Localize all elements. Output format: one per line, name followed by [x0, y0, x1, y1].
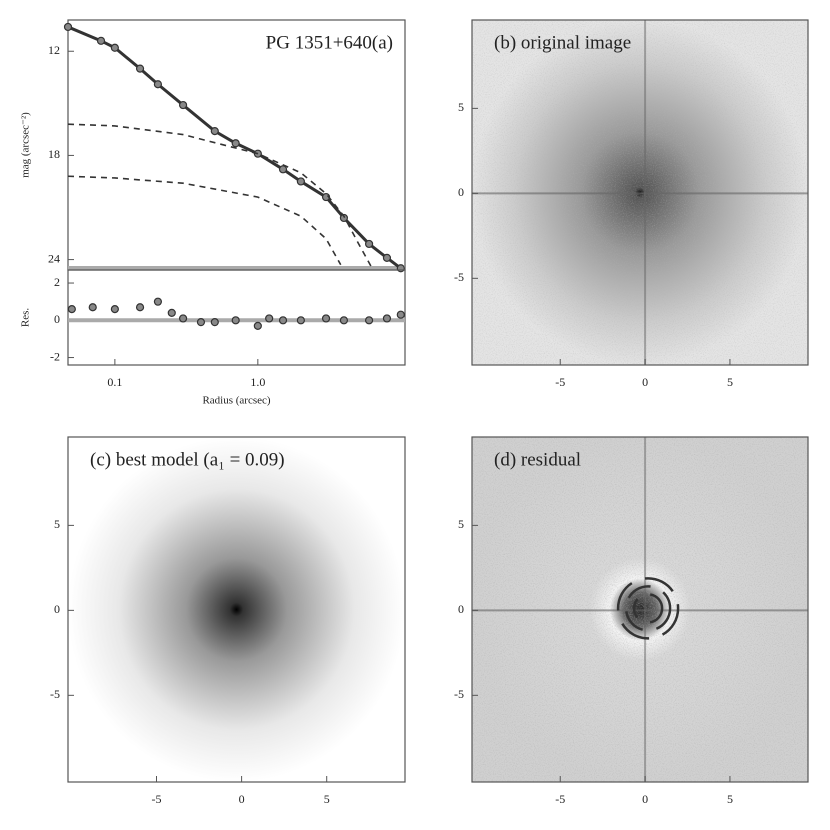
- panel-frame: [67, 436, 406, 783]
- data-point: [178, 314, 188, 323]
- data-point: [96, 36, 106, 45]
- data-point: [153, 80, 163, 89]
- data-point: [135, 303, 145, 312]
- y-axis-label: mag (arcsec⁻²): [20, 112, 32, 178]
- y-tick-label: 5: [54, 517, 60, 531]
- x-tick-label: 5: [727, 792, 733, 806]
- data-point: [396, 264, 405, 273]
- y-tick-label: -2: [50, 349, 60, 363]
- data-point: [63, 22, 73, 32]
- data-point: [67, 305, 76, 314]
- data-point: [265, 314, 274, 323]
- data-point: [178, 100, 188, 110]
- residual-arc: [632, 593, 664, 624]
- data-point: [153, 297, 163, 306]
- x-tick-label: 0: [642, 792, 648, 806]
- y-tick-label: 0: [54, 602, 60, 616]
- data-point: [231, 139, 240, 148]
- x-axis-label: Radius (arcsec): [202, 395, 270, 407]
- data-point: [210, 127, 219, 136]
- data-point: [210, 318, 219, 327]
- y-tick-label: 5: [458, 100, 464, 114]
- data-point: [382, 253, 392, 262]
- data-point: [278, 165, 288, 174]
- y-axis-label: Res.: [20, 308, 32, 328]
- x-tick-label: 5: [727, 375, 733, 389]
- data-point: [364, 239, 374, 249]
- profile-line: [67, 25, 402, 270]
- residual-arc: [624, 585, 672, 632]
- y-tick-label: 0: [458, 185, 464, 199]
- data-point: [339, 213, 349, 223]
- data-point: [135, 64, 145, 73]
- data-point: [88, 303, 97, 312]
- data-point: [339, 316, 349, 325]
- y-tick-label: -5: [454, 687, 464, 701]
- component-line: [67, 175, 342, 266]
- x-tick-label: 5: [324, 792, 330, 806]
- data-point: [382, 314, 392, 323]
- data-point: [321, 314, 331, 323]
- data-point: [231, 316, 240, 325]
- panel-title: (c) best model (a₁ = 0.09): [90, 449, 285, 470]
- panel-frame: [67, 269, 406, 366]
- x-tick-label: -5: [152, 792, 162, 806]
- y-tick-label: 0: [458, 602, 464, 616]
- panel-frame: [471, 19, 809, 366]
- y-tick-label: -5: [50, 687, 60, 701]
- data-point: [296, 177, 305, 186]
- x-tick-label: -5: [555, 375, 565, 389]
- panel-title: (d) residual: [494, 449, 581, 470]
- data-point: [110, 305, 119, 314]
- y-tick-label: 2: [54, 275, 60, 289]
- panel-title: (b) original image: [494, 32, 631, 53]
- y-tick-label: 12: [48, 43, 60, 57]
- y-tick-label: 5: [458, 517, 464, 531]
- data-point: [110, 43, 119, 52]
- x-tick-label: 0: [642, 375, 648, 389]
- x-tick-label: 1.0: [250, 375, 265, 389]
- component-line: [67, 123, 373, 269]
- data-point: [278, 316, 288, 325]
- data-point: [196, 318, 206, 327]
- data-point: [396, 310, 405, 319]
- residual-arc: [616, 577, 680, 640]
- image-background: [68, 437, 405, 782]
- x-tick-label: 0: [239, 792, 245, 806]
- data-point: [253, 321, 262, 330]
- y-tick-label: 18: [48, 147, 60, 161]
- panel-title: PG 1351+640(a): [266, 32, 393, 53]
- data-point: [364, 316, 374, 325]
- x-tick-label: 0.1: [107, 375, 122, 389]
- panel-frame: [471, 436, 809, 783]
- y-tick-label: 0: [54, 312, 60, 326]
- x-tick-label: -5: [555, 792, 565, 806]
- data-point: [296, 316, 305, 325]
- data-point: [167, 308, 176, 317]
- y-tick-label: -5: [454, 270, 464, 284]
- y-tick-label: 24: [48, 251, 60, 265]
